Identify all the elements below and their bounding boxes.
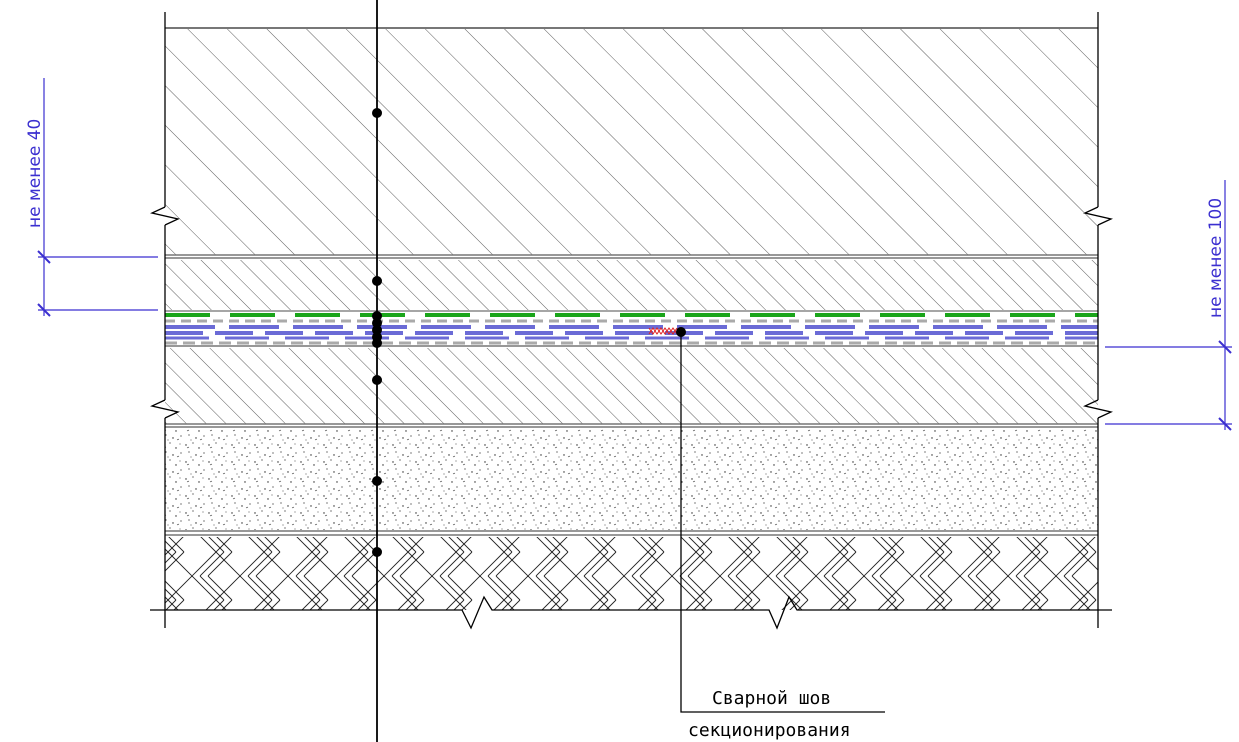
weld-seam-mark (648, 327, 678, 335)
layer-leader (372, 0, 382, 742)
soil-layer (165, 537, 1098, 610)
waterproofing-membrane (165, 310, 1098, 347)
base-concrete-layer (165, 348, 1098, 424)
bottom-break-line (150, 595, 1112, 630)
right-dimension-label: не менее 100 (1206, 198, 1226, 318)
right-boundary (1083, 12, 1113, 628)
weld-callout-leader (676, 327, 885, 713)
right-dimension (1105, 180, 1232, 431)
top-concrete-layer (165, 28, 1098, 255)
callout-line-2: секционирования (688, 720, 851, 741)
sand-layer (165, 429, 1098, 530)
callout-line-1: Сварной шов (712, 688, 831, 709)
left-dimension (37, 78, 158, 317)
left-boundary (150, 12, 180, 628)
protective-screed-layer (165, 260, 1098, 310)
left-dimension-label: не менее 40 (25, 119, 45, 228)
